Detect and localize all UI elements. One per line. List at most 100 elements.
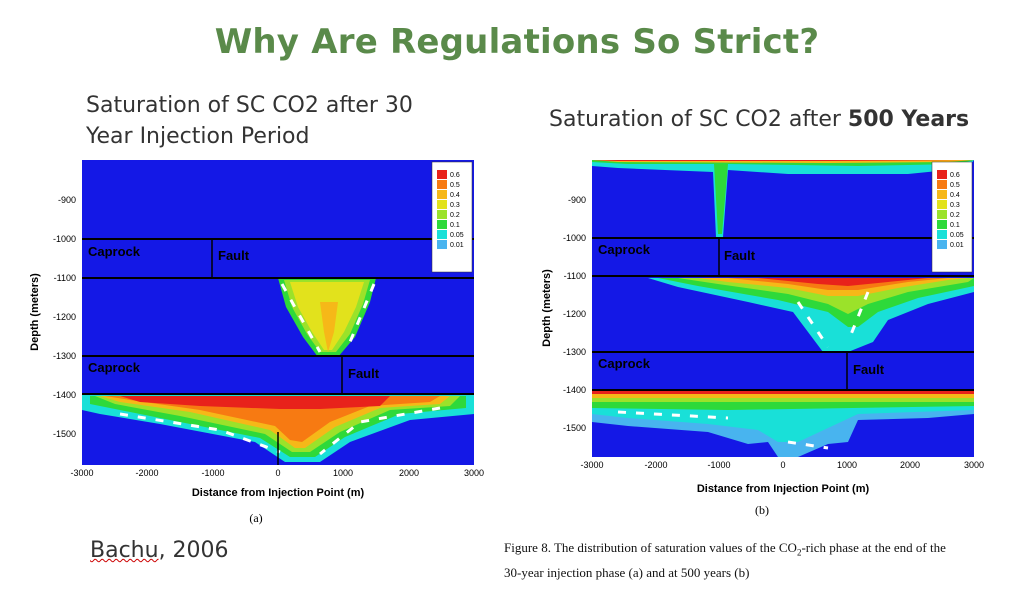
y-axis-title-a: Depth (meters): [29, 273, 41, 351]
x-tick-label: 3000: [464, 468, 484, 478]
y-tick-label: -1000: [563, 233, 586, 243]
legend-label: 0.3: [450, 202, 460, 209]
legend-swatch: [937, 240, 947, 249]
legend-label: 0.4: [450, 192, 460, 199]
x-tick-label: 1000: [837, 460, 857, 470]
legend-b: 0.6 0.5 0.4 0.3 0.2 0.1 0.05 0.01: [931, 161, 973, 273]
plume-middle-b: [648, 278, 974, 352]
legend-label: 0.05: [450, 232, 464, 239]
geology-lines-a: [82, 238, 474, 465]
y-tick-label: -1100: [564, 271, 586, 281]
figure-a: Caprock Caprock Fault Fault 0.6 0.5 0.4 0.3…: [20, 152, 490, 537]
fault-label-lower-a: Fault: [348, 366, 380, 381]
x-tick-label: -1000: [201, 468, 224, 478]
figure-b: Caprock Caprock Fault Fault 0.6 0.5 0.4 0.3…: [528, 152, 1008, 537]
legend-swatch: [437, 170, 447, 179]
x-axis-title-a: Distance from Injection Point (m): [192, 487, 365, 499]
legend-swatch: [937, 170, 947, 179]
y-tick-label: -1200: [53, 312, 76, 322]
legend-label: 0.1: [950, 222, 960, 229]
legend-swatch: [437, 240, 447, 249]
figure-a-plot: Caprock Caprock Fault Fault 0.6 0.5 0.4 0.3…: [29, 160, 484, 525]
legend-swatch: [937, 230, 947, 239]
mesh-artifacts-b: [617, 291, 870, 450]
x-axis-a: -3000 -2000 -1000 0 1000 2000 3000 Dista…: [70, 468, 484, 499]
figure-caption-line1-pre: Figure 8. The distribution of saturation…: [504, 540, 797, 555]
caprock-label-lower-b: Caprock: [598, 356, 651, 371]
legend-swatch: [437, 210, 447, 219]
figure-caption-subscript: 2: [796, 547, 802, 558]
y-tick-label: -1500: [563, 423, 586, 433]
x-tick-label: 0: [780, 460, 785, 470]
legend-swatch: [937, 220, 947, 229]
x-tick-label: 2000: [399, 468, 419, 478]
figure-b-plot: Caprock Caprock Fault Fault 0.6 0.5 0.4 0.3…: [541, 160, 984, 517]
legend-label: 0.01: [450, 242, 464, 249]
y-tick-label: -1300: [563, 347, 586, 357]
fault-label-upper-a: Fault: [218, 248, 250, 263]
y-axis-title-b: Depth (meters): [541, 269, 553, 347]
legend-label: 0.4: [950, 192, 960, 199]
legend-swatch: [937, 200, 947, 209]
x-tick-label: -2000: [135, 468, 158, 478]
left-plot-caption: Saturation of SC CO2 after 30 Year Injec…: [86, 93, 413, 149]
fault-label-upper-b: Fault: [724, 248, 756, 263]
x-tick-label: 1000: [333, 468, 353, 478]
y-tick-label: -900: [568, 195, 586, 205]
x-tick-label: -3000: [580, 460, 603, 470]
legend-label: 0.6: [450, 172, 460, 179]
caprock-label-lower-a: Caprock: [88, 360, 141, 375]
plume-lower-a: [82, 394, 474, 462]
x-tick-label: 3000: [964, 460, 984, 470]
y-tick-label: -1400: [563, 385, 586, 395]
legend-label: 0.5: [450, 182, 460, 189]
citation-year: , 2006: [158, 538, 229, 563]
legend-swatch: [437, 190, 447, 199]
legend-swatch: [437, 230, 447, 239]
y-axis-b: -900 -1000 -1100 -1200 -1300 -1400 -1500…: [541, 195, 586, 433]
figure-b-sublabel: (b): [755, 503, 769, 517]
figure-caption: Figure 8. The distribution of saturation…: [504, 538, 1024, 582]
mesh-artifacts-a: [119, 283, 441, 456]
legend-swatch: [937, 180, 947, 189]
fault-label-lower-b: Fault: [853, 362, 885, 377]
slide-title: Why Are Regulations So Strict?: [214, 22, 820, 62]
y-tick-label: -1000: [53, 234, 76, 244]
x-tick-label: -1000: [707, 460, 730, 470]
y-tick-label: -1300: [53, 351, 76, 361]
x-tick-label: 0: [275, 468, 280, 478]
right-caption-text: Saturation of SC CO2 after: [549, 107, 848, 132]
plume-lower-b: [592, 390, 974, 457]
legend-label: 0.5: [950, 182, 960, 189]
y-tick-label: -1400: [53, 390, 76, 400]
x-tick-label: -3000: [70, 468, 93, 478]
y-tick-label: -900: [58, 195, 76, 205]
x-tick-label: -2000: [644, 460, 667, 470]
legend-swatch: [437, 200, 447, 209]
caprock-label-upper-a: Caprock: [88, 244, 141, 259]
legend-swatch: [937, 210, 947, 219]
right-plot-caption: Saturation of SC CO2 after 500 Years: [549, 107, 969, 132]
y-tick-label: -1500: [53, 429, 76, 439]
x-axis-title-b: Distance from Injection Point (m): [697, 483, 870, 495]
plume-upper-a: [278, 278, 376, 357]
citation: Bachu, 2006: [90, 538, 229, 563]
legend-swatch: [937, 190, 947, 199]
y-tick-label: -1200: [563, 309, 586, 319]
y-axis-a: -900 -1000 -1100 -1200 -1300 -1400 -1500…: [29, 195, 76, 439]
legend-label: 0.6: [950, 172, 960, 179]
right-caption-emphasis: 500 Years: [847, 107, 970, 132]
x-axis-b: -3000 -2000 -1000 0 1000 2000 3000 Dista…: [580, 460, 984, 495]
citation-author: Bachu: [90, 538, 159, 563]
legend-label: 0.2: [950, 212, 960, 219]
legend-swatch: [437, 220, 447, 229]
figure-caption-line2: 30-year injection phase (a) and at 500 y…: [504, 564, 750, 580]
legend-label: 0.2: [450, 212, 460, 219]
figure-a-sublabel: (a): [249, 511, 262, 525]
x-tick-label: 2000: [900, 460, 920, 470]
legend-label: 0.05: [950, 232, 964, 239]
legend-label: 0.1: [450, 222, 460, 229]
geology-lines-b: [592, 237, 974, 391]
legend-a: 0.6 0.5 0.4 0.3 0.2 0.1 0.05 0.01: [431, 161, 473, 273]
y-tick-label: -1100: [54, 273, 76, 283]
